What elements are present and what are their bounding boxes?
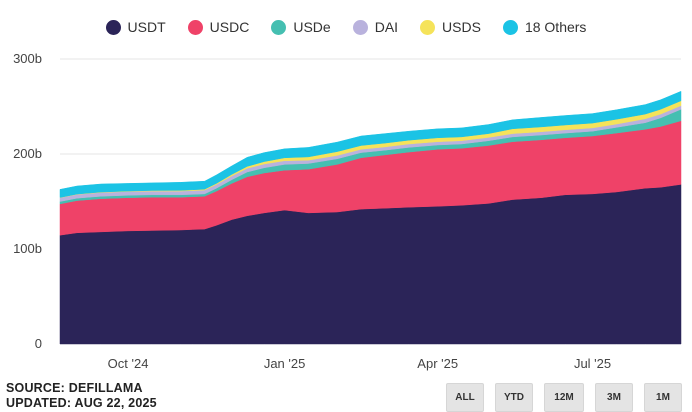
legend-item-usdc[interactable]: USDC	[187, 19, 250, 35]
range-button-1m[interactable]: 1M	[644, 383, 682, 412]
x-tick-label: Apr '25	[417, 356, 458, 371]
x-tick-label: Jan '25	[264, 356, 306, 371]
updated-line: UPDATED: AUG 22, 2025	[6, 396, 157, 410]
legend-item-usde[interactable]: USDe	[271, 19, 331, 35]
legend-label: USDT	[127, 19, 166, 35]
x-tick-label: Oct '24	[108, 356, 149, 371]
legend-label: USDC	[209, 19, 250, 35]
chart-legend: USDT USDC USDe DAI USDS 18 Others	[0, 19, 692, 35]
stablecoin-area-chart: 0 100b 200b 300b Oct '24 Jan '25 Apr '25 Jul '2…	[13, 51, 682, 371]
legend-swatch	[420, 19, 436, 35]
range-button-all[interactable]: ALL	[446, 383, 484, 412]
x-tick-label: Jul '25	[574, 356, 611, 371]
legend-swatch	[352, 19, 368, 35]
y-tick-label: 200b	[13, 146, 42, 161]
range-button-ytd[interactable]: YTD	[495, 383, 533, 412]
legend-item-18-others[interactable]: 18 Others	[502, 19, 587, 35]
area-series-18-others[interactable]	[59, 90, 682, 198]
y-tick-label: 0	[35, 336, 42, 351]
legend-label: USDS	[442, 19, 481, 35]
source-line: SOURCE: DEFILLAMA	[6, 381, 143, 395]
legend-swatch	[105, 19, 121, 35]
legend-swatch	[502, 19, 518, 35]
range-button-group: ALL YTD 12M 3M 1M	[446, 383, 682, 412]
legend-item-usdt[interactable]: USDT	[105, 19, 166, 35]
legend-swatch	[187, 19, 203, 35]
y-tick-label: 100b	[13, 241, 42, 256]
range-button-3m[interactable]: 3M	[595, 383, 633, 412]
legend-label: DAI	[374, 19, 399, 35]
y-tick-label: 300b	[13, 51, 42, 66]
source-info: SOURCE: DEFILLAMA UPDATED: AUG 22, 2025	[6, 381, 157, 411]
legend-item-dai[interactable]: DAI	[352, 19, 399, 35]
range-button-12m[interactable]: 12M	[544, 383, 584, 412]
legend-swatch	[271, 19, 287, 35]
legend-label: 18 Others	[524, 19, 587, 35]
legend-item-usds[interactable]: USDS	[420, 19, 481, 35]
legend-label: USDe	[293, 19, 331, 35]
